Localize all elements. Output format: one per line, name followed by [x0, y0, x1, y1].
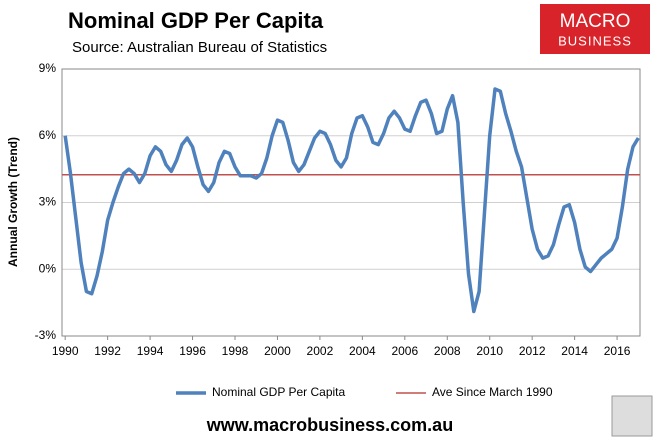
- wolf-icon: [611, 395, 653, 437]
- y-tick-label: 0%: [39, 261, 57, 275]
- y-tick-label: -3%: [35, 328, 57, 342]
- x-tick-label: 2004: [349, 344, 376, 358]
- series-line: [63, 87, 640, 314]
- x-tick-label: 1994: [137, 344, 164, 358]
- y-tick-label: 3%: [39, 195, 57, 209]
- footer: www.macrobusiness.com.au: [206, 415, 453, 435]
- x-tick-label: 2014: [561, 344, 588, 358]
- logo-box: [540, 4, 650, 54]
- legend-label: Ave Since March 1990: [432, 385, 553, 399]
- x-tick-label: 1996: [179, 344, 206, 358]
- y-axis-label: Annual Growth (Trend): [6, 137, 20, 267]
- plot-frame: [61, 68, 641, 337]
- x-tick-label: 2012: [519, 344, 546, 358]
- x-tick-label: 2006: [391, 344, 418, 358]
- x-tick-label: 2010: [476, 344, 503, 358]
- x-tick-label: 2000: [264, 344, 291, 358]
- x-tick-label: 2002: [307, 344, 334, 358]
- logo-text: MACRO: [560, 11, 631, 32]
- x-tick-label: 1992: [94, 344, 121, 358]
- x-tick-label: 2008: [434, 344, 461, 358]
- y-tick-label: 6%: [39, 128, 57, 142]
- x-tick-label: 1998: [222, 344, 249, 358]
- y-tick-label: 9%: [39, 61, 57, 75]
- chart-subtitle: Source: Australian Bureau of Statistics: [72, 39, 327, 56]
- legend-label: Nominal GDP Per Capita: [212, 385, 345, 399]
- logo-text: BUSINESS: [558, 33, 632, 48]
- x-tick-label: 2016: [604, 344, 631, 358]
- chart-title: Nominal GDP Per Capita: [68, 8, 324, 33]
- x-tick-label: 1990: [52, 344, 79, 358]
